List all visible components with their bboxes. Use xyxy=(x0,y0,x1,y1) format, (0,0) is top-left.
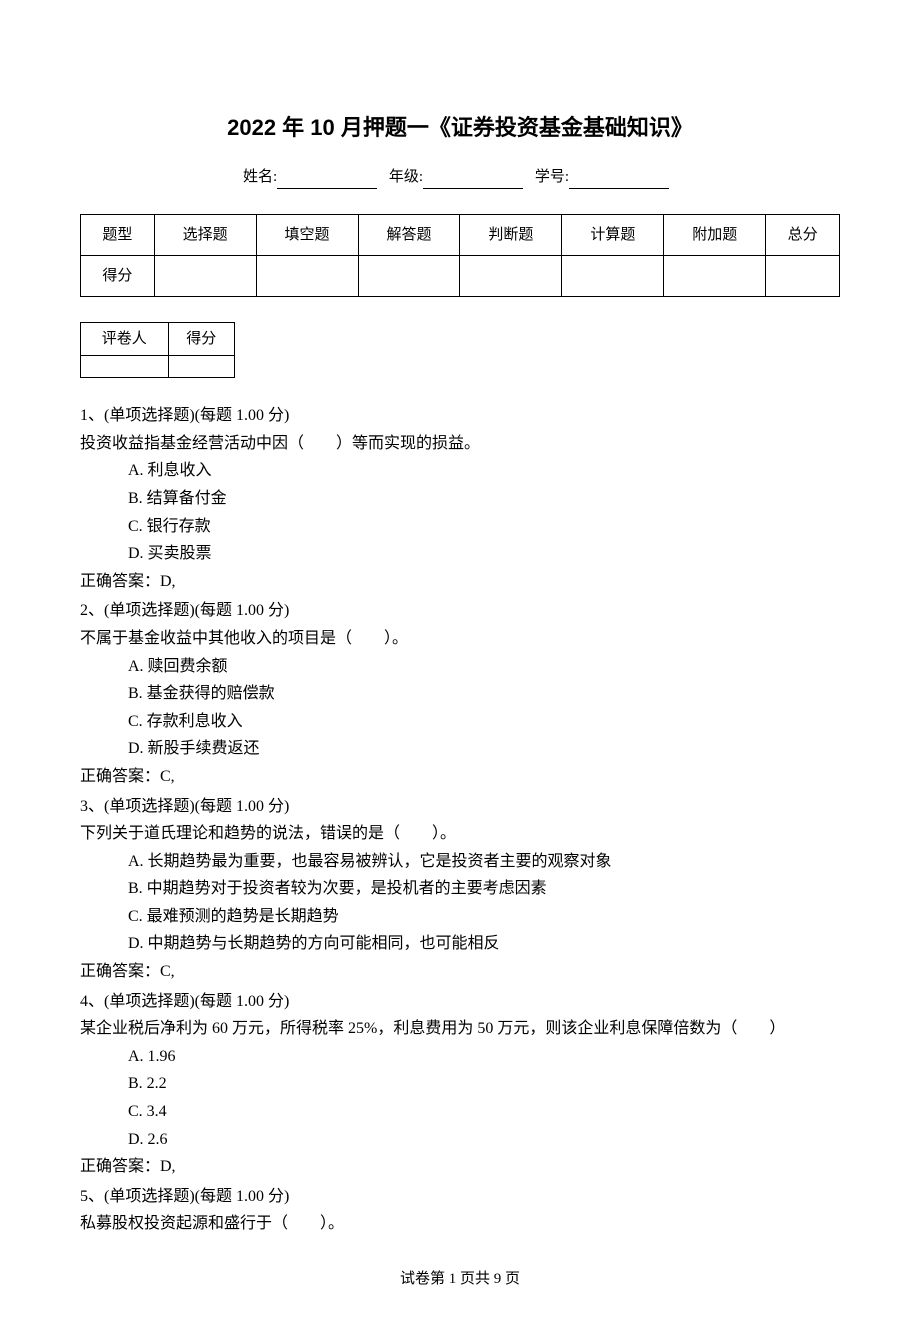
option: C. 存款利息收入 xyxy=(128,709,840,735)
question-stem: 不属于基金收益中其他收入的项目是（ ）。 xyxy=(80,626,840,652)
options: A. 赎回费余额B. 基金获得的赔偿款C. 存款利息收入D. 新股手续费返还 xyxy=(128,654,840,762)
option: D. 2.6 xyxy=(128,1127,840,1153)
score-cell[interactable] xyxy=(766,256,840,297)
option: A. 长期趋势最为重要，也最容易被辨认，它是投资者主要的观察对象 xyxy=(128,849,840,875)
score-cell[interactable] xyxy=(358,256,460,297)
answer: 正确答案：D, xyxy=(80,1154,840,1180)
question-header: 2、(单项选择题)(每题 1.00 分) xyxy=(80,598,840,624)
grader-header: 得分 xyxy=(168,323,234,356)
score-header: 填空题 xyxy=(256,215,358,256)
student-info: 姓名: 年级: 学号: xyxy=(80,165,840,189)
options: A. 利息收入B. 结算备付金C. 银行存款D. 买卖股票 xyxy=(128,458,840,566)
score-cell[interactable] xyxy=(562,256,664,297)
score-header: 解答题 xyxy=(358,215,460,256)
score-header: 选择题 xyxy=(154,215,256,256)
question-header: 3、(单项选择题)(每题 1.00 分) xyxy=(80,794,840,820)
option: B. 2.2 xyxy=(128,1071,840,1097)
options: A. 长期趋势最为重要，也最容易被辨认，它是投资者主要的观察对象B. 中期趋势对… xyxy=(128,849,840,957)
option: B. 基金获得的赔偿款 xyxy=(128,681,840,707)
score-table: 题型 选择题 填空题 解答题 判断题 计算题 附加题 总分 得分 xyxy=(80,214,840,297)
question-stem: 某企业税后净利为 60 万元，所得税率 25%，利息费用为 50 万元，则该企业… xyxy=(80,1016,840,1042)
score-cell[interactable] xyxy=(154,256,256,297)
grade-blank[interactable] xyxy=(423,171,523,189)
grader-cell[interactable] xyxy=(168,356,234,378)
option: A. 赎回费余额 xyxy=(128,654,840,680)
score-header: 计算题 xyxy=(562,215,664,256)
question-header: 5、(单项选择题)(每题 1.00 分) xyxy=(80,1184,840,1210)
id-label: 学号: xyxy=(535,169,569,185)
answer: 正确答案：C, xyxy=(80,764,840,790)
question: 1、(单项选择题)(每题 1.00 分)投资收益指基金经营活动中因（ ）等而实现… xyxy=(80,403,840,594)
score-header: 附加题 xyxy=(664,215,766,256)
option: A. 利息收入 xyxy=(128,458,840,484)
question: 2、(单项选择题)(每题 1.00 分)不属于基金收益中其他收入的项目是（ ）。… xyxy=(80,598,840,789)
score-cell[interactable] xyxy=(460,256,562,297)
question-stem: 私募股权投资起源和盛行于（ ）。 xyxy=(80,1211,840,1237)
question-header: 1、(单项选择题)(每题 1.00 分) xyxy=(80,403,840,429)
question-stem: 下列关于道氏理论和趋势的说法，错误的是（ ）。 xyxy=(80,821,840,847)
score-header: 总分 xyxy=(766,215,840,256)
score-value-row: 得分 xyxy=(81,256,840,297)
option: C. 最难预测的趋势是长期趋势 xyxy=(128,904,840,930)
grader-cell[interactable] xyxy=(81,356,169,378)
score-header: 判断题 xyxy=(460,215,562,256)
options: A. 1.96B. 2.2C. 3.4D. 2.6 xyxy=(128,1044,840,1152)
question-header: 4、(单项选择题)(每题 1.00 分) xyxy=(80,989,840,1015)
option: D. 买卖股票 xyxy=(128,541,840,567)
question: 5、(单项选择题)(每题 1.00 分)私募股权投资起源和盛行于（ ）。 xyxy=(80,1184,840,1237)
question: 4、(单项选择题)(每题 1.00 分)某企业税后净利为 60 万元，所得税率 … xyxy=(80,989,840,1180)
score-header-row: 题型 选择题 填空题 解答题 判断题 计算题 附加题 总分 xyxy=(81,215,840,256)
grader-table: 评卷人 得分 xyxy=(80,322,235,378)
id-blank[interactable] xyxy=(569,171,669,189)
option: B. 结算备付金 xyxy=(128,486,840,512)
question: 3、(单项选择题)(每题 1.00 分)下列关于道氏理论和趋势的说法，错误的是（… xyxy=(80,794,840,985)
option: C. 3.4 xyxy=(128,1099,840,1125)
option: B. 中期趋势对于投资者较为次要，是投机者的主要考虑因素 xyxy=(128,876,840,902)
option: A. 1.96 xyxy=(128,1044,840,1070)
grader-value-row xyxy=(81,356,235,378)
score-row-label: 得分 xyxy=(81,256,155,297)
name-blank[interactable] xyxy=(277,171,377,189)
option: D. 中期趋势与长期趋势的方向可能相同，也可能相反 xyxy=(128,931,840,957)
question-stem: 投资收益指基金经营活动中因（ ）等而实现的损益。 xyxy=(80,431,840,457)
name-label: 姓名: xyxy=(243,169,277,185)
score-cell[interactable] xyxy=(256,256,358,297)
grade-label: 年级: xyxy=(389,169,423,185)
page-footer: 试卷第 1 页共 9 页 xyxy=(80,1267,840,1291)
score-cell[interactable] xyxy=(664,256,766,297)
grader-header-row: 评卷人 得分 xyxy=(81,323,235,356)
answer: 正确答案：C, xyxy=(80,959,840,985)
grader-header: 评卷人 xyxy=(81,323,169,356)
answer: 正确答案：D, xyxy=(80,569,840,595)
option: C. 银行存款 xyxy=(128,514,840,540)
option: D. 新股手续费返还 xyxy=(128,736,840,762)
questions-container: 1、(单项选择题)(每题 1.00 分)投资收益指基金经营活动中因（ ）等而实现… xyxy=(80,403,840,1237)
score-header: 题型 xyxy=(81,215,155,256)
exam-title: 2022 年 10 月押题一《证券投资基金基础知识》 xyxy=(80,110,840,145)
